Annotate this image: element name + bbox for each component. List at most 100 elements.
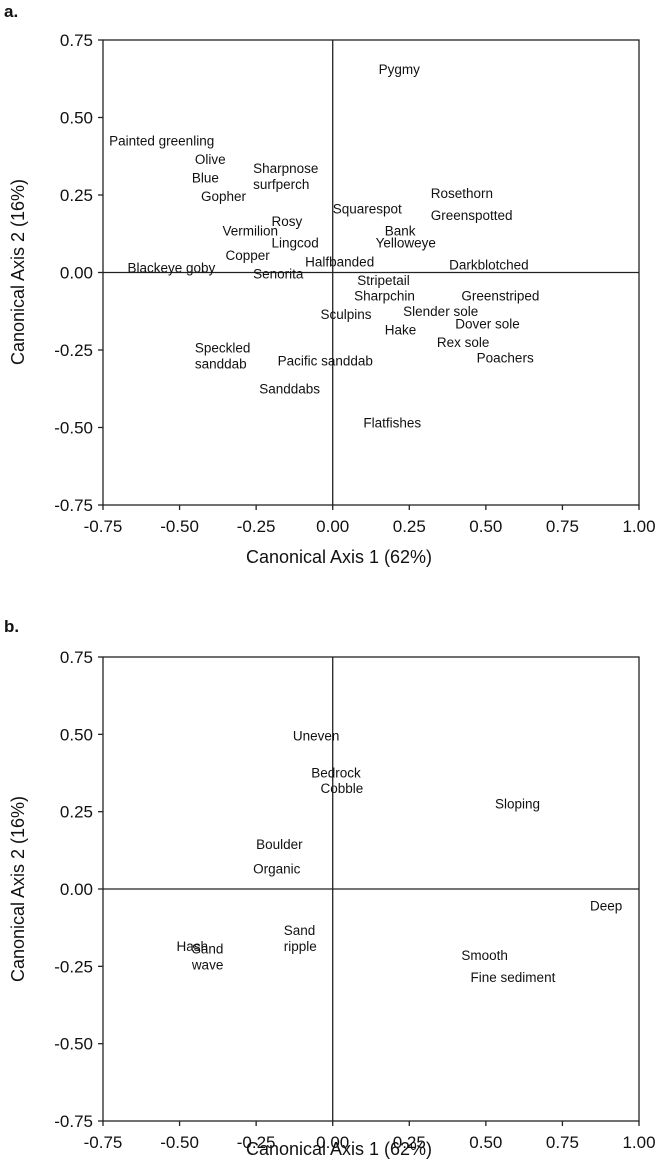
panel-a-x-tick-label: 0.75 — [546, 517, 579, 536]
panel-b-point-label: Hash — [177, 939, 209, 954]
point-label-line: Greenspotted — [431, 208, 513, 223]
point-label-line: ripple — [284, 939, 317, 954]
point-label-line: Bedrock — [311, 766, 361, 781]
panel-a-x-tick-label: 0.00 — [316, 517, 349, 536]
panel-b-y-tick-label: 0.75 — [60, 648, 93, 667]
panel-a: a. -0.75 -0.50 -0.25 0.00 0.25 0.50 0.75 1.00 0.… — [4, 2, 656, 567]
panel-a-y-tick-label: -0.50 — [54, 419, 93, 438]
panel-b-x-tick-label: -0.75 — [84, 1133, 123, 1152]
panel-b-point-label: Sloping — [495, 797, 540, 812]
point-label-line: Vermilion — [222, 223, 278, 238]
point-label-line: Smooth — [461, 948, 508, 963]
point-label-line: Sand — [284, 923, 316, 938]
point-label-line: Greenstriped — [461, 288, 539, 303]
point-label-line: Yelloweye — [376, 236, 436, 251]
point-label-line: Squarespot — [333, 202, 402, 217]
panel-a-point-label: Yelloweye — [376, 236, 436, 251]
panel-b-y-axis-title: Canonical Axis 2 (16%) — [8, 796, 28, 982]
panel-a-point-label: Halfbanded — [305, 254, 374, 269]
panel-b-marks: -0.75 -0.50 -0.25 0.00 0.25 0.50 0.75 1.00 0.75 0… — [54, 648, 655, 1152]
panel-a-point-label: Hake — [385, 323, 417, 338]
point-label-line: Gopher — [201, 189, 247, 204]
panel-a-point-label: Greenspotted — [431, 208, 513, 223]
point-label-line: Pacific sanddab — [278, 354, 373, 369]
point-label-line: Halfbanded — [305, 254, 374, 269]
panel-a-point-label: Painted greenling — [109, 133, 214, 148]
panel-a-x-axis-title: Canonical Axis 1 (62%) — [246, 547, 432, 567]
panel-b-y-tick-label: 0.25 — [60, 803, 93, 822]
point-label-line: Painted greenling — [109, 133, 214, 148]
panel-a-point-label: Sharpchin — [354, 288, 415, 303]
panel-a-y-tick-label: 0.25 — [60, 186, 93, 205]
panel-a-y-axis-title: Canonical Axis 2 (16%) — [8, 179, 28, 365]
panel-b-y-tick-label: -0.75 — [54, 1112, 93, 1131]
panel-b-x-tick-label: 0.25 — [393, 1133, 426, 1152]
panel-a-point-label: Poachers — [477, 350, 534, 365]
panel-a-point-label: Copper — [226, 248, 271, 263]
point-label-line: Pygmy — [379, 62, 421, 77]
panel-a-x-tick-label: -0.75 — [84, 517, 123, 536]
panel-a-letter: a. — [4, 2, 18, 21]
panel-a-point-label: Rosethorn — [431, 186, 493, 201]
point-label-line: Sloping — [495, 797, 540, 812]
point-label-line: wave — [191, 957, 224, 972]
panel-a-point-label: Bank — [385, 223, 416, 238]
panel-b-x-tick-label: -0.50 — [160, 1133, 199, 1152]
panel-a-point-label: Vermilion — [222, 223, 278, 238]
point-label-line: Sanddabs — [259, 381, 320, 396]
point-label-line: Olive — [195, 152, 226, 167]
panel-b-x-tick-label: 0.50 — [469, 1133, 502, 1152]
panel-a-point-label: Lingcod — [271, 236, 318, 251]
panel-a-y-tick-label: 0.00 — [60, 264, 93, 283]
panel-a-y-tick-label: 0.75 — [60, 31, 93, 50]
panel-a-point-label: Flatfishes — [363, 416, 421, 431]
panel-b-x-tick-label: 0.75 — [546, 1133, 579, 1152]
panel-a-point-label: Darkblotched — [449, 257, 529, 272]
point-label-line: Fine sediment — [471, 970, 556, 985]
panel-b-point-label: Boulder — [256, 837, 303, 852]
panel-b-x-tick-label: 0.00 — [316, 1133, 349, 1152]
panel-a-point-label: Rex sole — [437, 335, 490, 350]
point-label-line: surfperch — [253, 177, 309, 192]
panel-b-point-label: Bedrock — [311, 766, 361, 781]
panel-a-point-label: Speckled sanddab — [195, 341, 251, 372]
point-label-line: Copper — [226, 248, 271, 263]
point-label-line: Poachers — [477, 350, 534, 365]
panel-a-point-label: Squarespot — [333, 202, 402, 217]
panel-b-point-label: Uneven — [293, 729, 340, 744]
panel-b: b. -0.75 -0.50 -0.25 0.00 0.25 0.50 0.75 1.00 0.… — [4, 617, 656, 1159]
point-label-line: Senorita — [253, 267, 304, 282]
panel-a-point-label: Pacific sanddab — [278, 354, 373, 369]
point-label-line: Sand — [192, 941, 224, 956]
panel-a-point-label: Blue — [192, 171, 219, 186]
panel-b-y-tick-label: -0.25 — [54, 957, 93, 976]
panel-a-y-tick-label: -0.25 — [54, 341, 93, 360]
point-label-line: Bank — [385, 223, 416, 238]
panel-a-x-tick-label: 0.50 — [469, 517, 502, 536]
panel-a-point-label: Rosy — [271, 214, 302, 229]
point-label-line: Slender sole — [403, 304, 478, 319]
point-label-line: Rosethorn — [431, 186, 493, 201]
point-label-line: Blue — [192, 171, 219, 186]
panel-a-marks: -0.75 -0.50 -0.25 0.00 0.25 0.50 0.75 1.00 0.75 0… — [54, 31, 655, 536]
point-label-line: Rosy — [271, 214, 302, 229]
point-label-line: Cobble — [320, 781, 363, 796]
panel-b-x-tick-label: 1.00 — [622, 1133, 655, 1152]
panel-a-y-tick-label: -0.75 — [54, 496, 93, 515]
panel-b-point-label: Fine sediment — [471, 970, 556, 985]
panel-b-letter: b. — [4, 617, 19, 636]
panel-b-point-label: Smooth — [461, 948, 508, 963]
point-label-line: Deep — [590, 899, 622, 914]
panel-b-point-label: Deep — [590, 899, 622, 914]
panel-a-x-tick-label: -0.50 — [160, 517, 199, 536]
point-label-line: Blackeye goby — [128, 261, 216, 276]
point-label-line: Speckled — [195, 341, 251, 356]
point-label-line: sanddab — [195, 357, 247, 372]
panel-a-point-label: Olive — [195, 152, 226, 167]
panel-a-point-label: Stripetail — [357, 273, 410, 288]
panel-b-y-tick-label: 0.50 — [60, 725, 93, 744]
point-label-line: Hake — [385, 323, 417, 338]
panel-b-point-label: Cobble — [320, 781, 363, 796]
panel-a-y-tick-label: 0.50 — [60, 109, 93, 128]
